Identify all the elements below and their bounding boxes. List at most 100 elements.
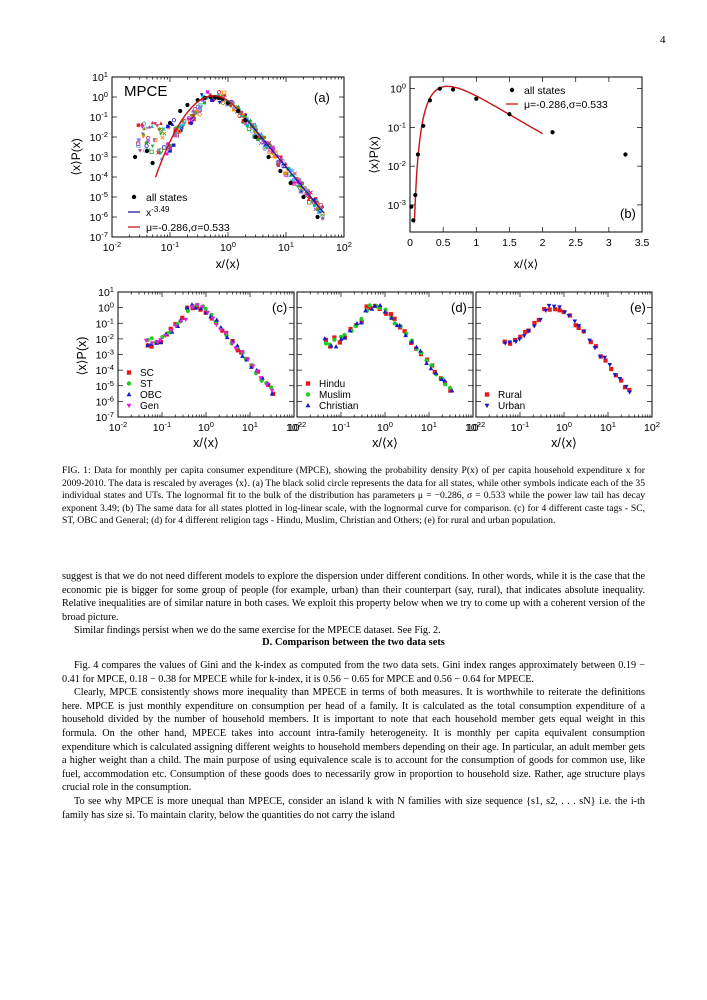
- legend-label: ST: [140, 379, 153, 390]
- data-point: [278, 155, 283, 159]
- tick-label: 100: [220, 240, 236, 254]
- x-axis-label: x/⟨x⟩: [372, 436, 398, 450]
- tick-label: 10-2: [109, 420, 127, 434]
- data-point: [136, 138, 141, 143]
- data-point: [332, 337, 337, 342]
- tick-label: 100: [98, 301, 114, 315]
- data-point: [152, 138, 157, 143]
- data-point: [162, 145, 167, 150]
- tick-label: 10-1: [153, 420, 171, 434]
- tick-label: 100: [92, 90, 108, 104]
- tick-label: 10-1: [388, 120, 406, 134]
- data-point: [149, 149, 154, 154]
- tick-label: 100: [390, 82, 406, 96]
- data-point: [592, 346, 598, 351]
- data-point: [622, 385, 628, 390]
- y-axis-label: ⟨x⟩P(x): [367, 136, 381, 173]
- legend-label: μ=-0.286,σ=0.533: [524, 99, 608, 111]
- data-point: [200, 98, 205, 102]
- paragraph: Fig. 4 compares the values of Gini and t…: [62, 660, 645, 685]
- tick-label: 2.5: [568, 237, 583, 249]
- data-point: [237, 113, 242, 119]
- data-point: [160, 334, 165, 340]
- tick-label: 10-3: [388, 198, 406, 212]
- body-text-top: suggest is that we do not need different…: [62, 570, 645, 638]
- tick-label: 101: [98, 285, 114, 299]
- legend-marker: [126, 403, 132, 409]
- tick-label: 10-3: [96, 348, 114, 362]
- data-point-all-states: [413, 192, 418, 198]
- paragraph: suggest is that we do not need different…: [62, 571, 645, 623]
- legend-label: Christian: [319, 401, 358, 412]
- data-point-all-states: [315, 214, 320, 220]
- figure-caption: FIG. 1: Data for monthly per capita cons…: [62, 465, 645, 528]
- legend-label: all states: [524, 85, 565, 97]
- data-point: [264, 382, 270, 388]
- data-point: [269, 391, 275, 396]
- data-point: [557, 305, 562, 310]
- body-text-bottom: Fig. 4 compares the values of Gini and t…: [62, 659, 645, 822]
- data-point: [267, 140, 272, 145]
- panel-label: (b): [620, 206, 636, 221]
- tick-label: 10-1: [96, 316, 114, 330]
- data-point: [607, 363, 613, 368]
- data-point: [388, 312, 394, 317]
- data-point: [536, 317, 541, 323]
- data-point: [307, 200, 312, 205]
- data-point: [245, 357, 251, 362]
- data-point: [157, 127, 162, 131]
- data-point: [557, 308, 562, 313]
- data-point: [315, 207, 320, 211]
- legend-marker: [131, 194, 137, 200]
- data-point: [258, 376, 264, 381]
- lognormal-curve: [154, 95, 238, 178]
- data-point-all-states: [178, 108, 183, 114]
- data-point: [258, 141, 263, 146]
- legend-marker: [305, 381, 311, 386]
- panel-label: (a): [314, 90, 330, 105]
- data-point: [627, 390, 633, 395]
- tick-label: 3.5: [635, 237, 650, 249]
- data-point: [205, 310, 210, 315]
- data-point: [562, 310, 568, 315]
- legend-label: OBC: [140, 390, 162, 401]
- data-point: [338, 336, 344, 341]
- tick-label: 10-2: [467, 420, 485, 434]
- data-point: [239, 110, 244, 115]
- data-point: [513, 339, 519, 345]
- data-point: [532, 324, 537, 329]
- tick-label: 100: [556, 420, 572, 434]
- data-point: [603, 358, 608, 363]
- tick-label: 10-1: [332, 420, 350, 434]
- data-point: [197, 106, 203, 111]
- data-point: [389, 315, 395, 320]
- data-point: [587, 338, 592, 343]
- caption-text: Data for monthly per capita consumer exp…: [62, 465, 646, 527]
- tick-label: 101: [421, 420, 437, 434]
- tick-label: 10-2: [103, 240, 121, 254]
- legend-marker: [305, 402, 311, 408]
- data-point: [170, 122, 175, 126]
- data-point: [276, 163, 281, 168]
- data-point: [256, 137, 260, 141]
- tick-label: 101: [600, 420, 616, 434]
- tick-label: 102: [336, 240, 352, 254]
- data-point: [199, 93, 204, 97]
- data-point: [392, 321, 397, 326]
- data-point: [551, 304, 557, 309]
- data-point: [150, 120, 155, 125]
- tick-label: 3: [606, 237, 612, 249]
- data-point: [231, 108, 236, 112]
- data-point: [223, 331, 228, 336]
- data-point: [240, 350, 245, 355]
- data-point: [210, 98, 214, 103]
- data-point-all-states: [507, 112, 512, 117]
- data-point: [369, 306, 375, 311]
- data-point: [214, 323, 219, 328]
- data-point: [193, 305, 198, 310]
- data-point: [372, 303, 378, 308]
- data-point-all-states: [301, 194, 306, 200]
- data-point-all-states: [167, 120, 173, 126]
- data-point: [328, 343, 334, 348]
- tick-label: 10-2: [388, 159, 406, 173]
